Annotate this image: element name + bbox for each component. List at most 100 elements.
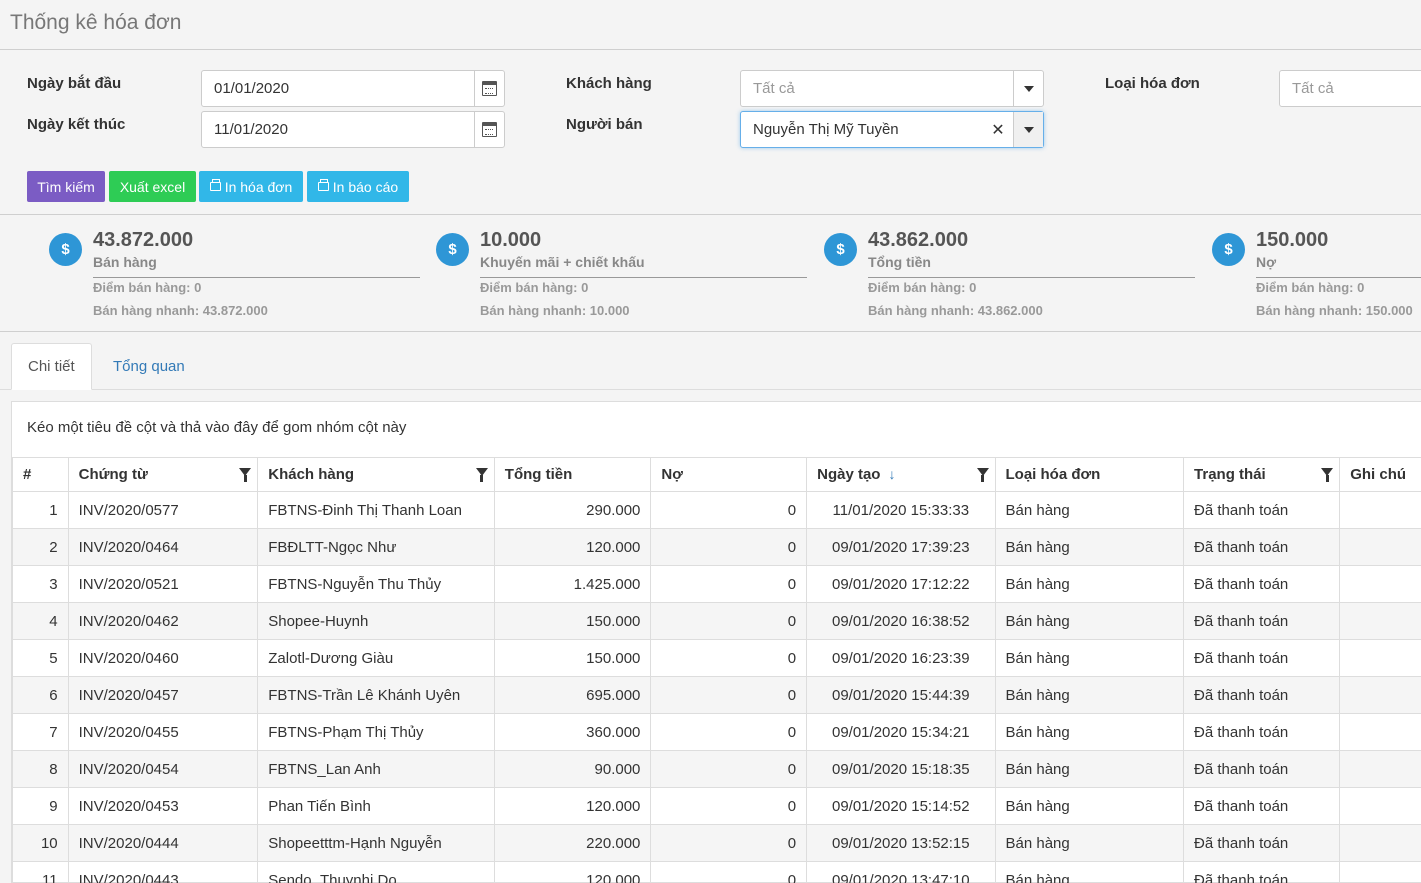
debt-cell: 0 bbox=[650, 528, 808, 566]
filter-icon[interactable] bbox=[976, 468, 989, 482]
total-cell: 120.000 bbox=[493, 528, 652, 566]
status-cell: Đã thanh toán bbox=[1183, 565, 1341, 603]
debt-cell: 0 bbox=[650, 602, 808, 640]
total-cell: 120.000 bbox=[493, 861, 652, 883]
tab-detail[interactable]: Chi tiết bbox=[11, 343, 92, 390]
invoice-type-cell: Bán hàng bbox=[994, 676, 1185, 714]
calendar-icon bbox=[482, 81, 497, 96]
table-row[interactable]: 3 INV/2020/0521 FBTNS-Nguyễn Thu Thủy 1.425… bbox=[12, 565, 1421, 603]
table-row[interactable]: 4 INV/2020/0462 Shopee-Huynh 150.000 0 09/01/… bbox=[12, 602, 1421, 640]
page-title: Thống kê hóa đơn bbox=[10, 11, 182, 34]
column-header-label: Khách hàng bbox=[268, 466, 355, 483]
chevron-down-icon bbox=[1023, 126, 1034, 133]
seller-select[interactable]: Nguyễn Thị Mỹ Tuyền ✕ bbox=[740, 111, 1044, 148]
status-cell: Đã thanh toán bbox=[1183, 491, 1341, 529]
debt-cell: 0 bbox=[650, 787, 808, 825]
column-header-invoice-type[interactable]: Loại hóa đơn bbox=[994, 457, 1185, 492]
start-date-value: 01/01/2020 bbox=[214, 80, 290, 97]
customer-dropdown-toggle[interactable] bbox=[1013, 71, 1043, 106]
start-date-calendar-button[interactable] bbox=[474, 71, 504, 106]
seller-select-value: Nguyễn Thị Mỹ Tuyền bbox=[753, 121, 899, 138]
print-icon bbox=[209, 179, 221, 191]
customer-label: Khách hàng bbox=[566, 75, 652, 92]
note-cell bbox=[1339, 861, 1421, 883]
total-cell: 1.425.000 bbox=[493, 565, 652, 603]
column-header-voucher[interactable]: Chứng từ bbox=[67, 457, 259, 492]
status-cell: Đã thanh toán bbox=[1183, 639, 1341, 677]
row-index: 5 bbox=[12, 639, 69, 677]
voucher-cell: INV/2020/0577 bbox=[67, 491, 259, 529]
note-cell bbox=[1339, 824, 1421, 862]
table-row[interactable]: 9 INV/2020/0453 Phan Tiến Bình 120.000 0 09/0… bbox=[12, 787, 1421, 825]
seller-dropdown-toggle[interactable] bbox=[1013, 112, 1043, 147]
table-row[interactable]: 2 INV/2020/0464 FBĐLTT-Ngọc Như 120.000 0 09/… bbox=[12, 528, 1421, 566]
total-cell: 90.000 bbox=[493, 750, 652, 788]
tab-overview[interactable]: Tổng quan bbox=[113, 358, 185, 375]
table-row[interactable]: 7 INV/2020/0455 FBTNS-Phạm Thị Thủy 360.000… bbox=[12, 713, 1421, 751]
table-row[interactable]: 11 INV/2020/0443 Sendo_Thuynhi Do 120.000 0 0… bbox=[12, 861, 1421, 883]
column-header-note[interactable]: Ghi chú bbox=[1339, 457, 1421, 492]
print-report-button[interactable]: In báo cáo bbox=[307, 171, 409, 202]
search-button[interactable]: Tìm kiếm bbox=[27, 171, 105, 202]
voucher-cell: INV/2020/0443 bbox=[67, 861, 259, 883]
row-index: 2 bbox=[12, 528, 69, 566]
stat-value: 43.872.000 bbox=[93, 229, 194, 251]
note-cell bbox=[1339, 787, 1421, 825]
customer-cell: Shopee-Huynh bbox=[257, 602, 495, 640]
column-header-created[interactable]: Ngày tạo ↓ bbox=[806, 457, 996, 492]
end-date-label: Ngày kết thúc bbox=[27, 116, 126, 133]
customer-select-value: Tất cả bbox=[753, 80, 795, 97]
table-row[interactable]: 5 INV/2020/0460 Zalotl-Dương Giàu 150.000 0 0… bbox=[12, 639, 1421, 677]
print-invoice-button[interactable]: In hóa đơn bbox=[199, 171, 303, 202]
customer-select[interactable]: Tất cả bbox=[740, 70, 1044, 107]
column-header-label: Chứng từ bbox=[78, 466, 148, 483]
print-report-label: In báo cáo bbox=[332, 178, 399, 195]
customer-cell: FBĐLTT-Ngọc Như bbox=[257, 528, 495, 566]
stat-detail-pos: Điểm bán hàng: 0 bbox=[1256, 280, 1365, 295]
stat-detail-quick: Bán hàng nhanh: 150.000 bbox=[1256, 303, 1413, 318]
voucher-cell: INV/2020/0457 bbox=[67, 676, 259, 714]
filter-icon[interactable] bbox=[475, 468, 488, 482]
row-index: 9 bbox=[12, 787, 69, 825]
seller-label: Người bán bbox=[566, 116, 643, 133]
row-index: 4 bbox=[12, 602, 69, 640]
column-header-label: Tổng tiền bbox=[504, 466, 573, 483]
filter-icon[interactable] bbox=[239, 468, 252, 482]
invoice-table: # Chứng từ Khách hàng Tổng tiền Nợ Ngày … bbox=[12, 457, 1421, 883]
end-date-input[interactable]: 11/01/2020 bbox=[201, 111, 505, 148]
status-cell: Đã thanh toán bbox=[1183, 750, 1341, 788]
column-header-total[interactable]: Tổng tiền bbox=[493, 457, 652, 492]
column-header-label: Trạng thái bbox=[1194, 466, 1266, 483]
column-header-debt[interactable]: Nợ bbox=[650, 457, 808, 492]
group-drop-zone[interactable]: Kéo một tiêu đề cột và thả vào đây để go… bbox=[27, 419, 407, 436]
table-row[interactable]: 6 INV/2020/0457 FBTNS-Trần Lê Khánh Uyên 69… bbox=[12, 676, 1421, 714]
export-excel-button[interactable]: Xuất excel bbox=[109, 171, 196, 202]
stat-value: 10.000 bbox=[480, 229, 542, 251]
debt-cell: 0 bbox=[650, 750, 808, 788]
created-cell: 09/01/2020 13:52:15 bbox=[806, 824, 996, 862]
dollar-icon: $ bbox=[49, 233, 82, 266]
invoice-type-cell: Bán hàng bbox=[994, 491, 1185, 529]
column-header-status[interactable]: Trạng thái bbox=[1183, 457, 1341, 492]
status-cell: Đã thanh toán bbox=[1183, 713, 1341, 751]
filter-icon[interactable] bbox=[1321, 468, 1334, 482]
invoice-type-select[interactable]: Tất cả bbox=[1279, 70, 1421, 107]
column-header-customer[interactable]: Khách hàng bbox=[257, 457, 495, 492]
debt-cell: 0 bbox=[650, 639, 808, 677]
table-row[interactable]: 8 INV/2020/0454 FBTNS_Lan Anh 90.000 0 09/01/… bbox=[12, 750, 1421, 788]
total-cell: 120.000 bbox=[493, 787, 652, 825]
start-date-input[interactable]: 01/01/2020 bbox=[201, 70, 505, 107]
table-row[interactable]: 10 INV/2020/0444 Shopeetttm-Hạnh Nguyễn 220… bbox=[12, 824, 1421, 862]
invoice-type-label: Loại hóa đơn bbox=[1105, 75, 1200, 92]
created-cell: 09/01/2020 17:12:22 bbox=[806, 565, 996, 603]
row-index: 3 bbox=[12, 565, 69, 603]
end-date-calendar-button[interactable] bbox=[474, 112, 504, 147]
row-index: 7 bbox=[12, 713, 69, 751]
note-cell bbox=[1339, 713, 1421, 751]
column-header-index[interactable]: # bbox=[12, 457, 69, 492]
table-row[interactable]: 1 INV/2020/0577 FBTNS-Đinh Thị Thanh Loan 2… bbox=[12, 491, 1421, 529]
voucher-cell: INV/2020/0444 bbox=[67, 824, 259, 862]
debt-cell: 0 bbox=[650, 565, 808, 603]
clear-icon[interactable]: ✕ bbox=[991, 121, 1005, 139]
